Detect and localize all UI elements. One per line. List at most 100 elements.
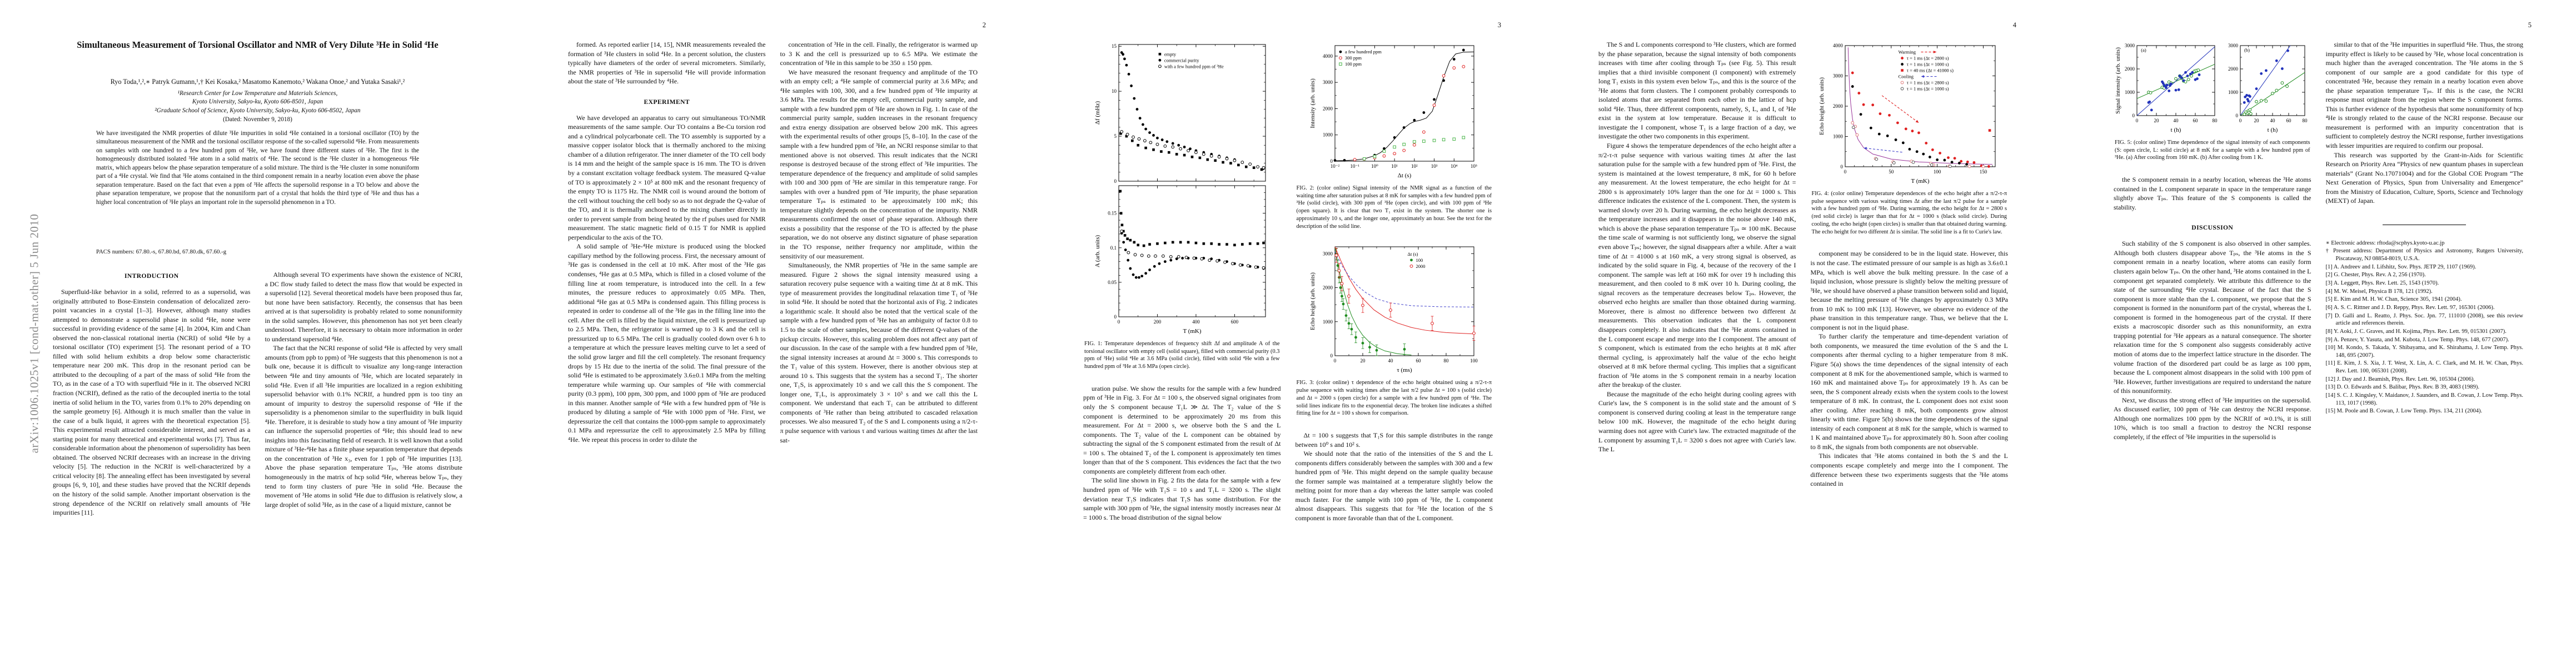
page3-column-left: 0 5 10 15 Δf (mHz) empty commercial purity with… [1083, 40, 1281, 658]
svg-text:1000: 1000 [1323, 319, 1333, 325]
page-3: 3 0 5 10 15 Δf (mHz) empty commercial purity wi… [1030, 0, 1546, 667]
svg-text:100: 100 [1471, 358, 1478, 364]
paragraph: To further clarify the temperature and t… [1810, 332, 2009, 451]
figure-1-bottom-panel: 0 200 400 600 0 0.05 0.1 0.15 T (mK) A (arb. unit… [1093, 185, 1271, 336]
svg-text:150: 150 [1980, 169, 1987, 175]
page3-column-right: 10⁻² 10⁻¹ 10⁰ 10¹ 10² 10³ 10⁴ 10⁵ 0 1000 2000 3000 4… [1296, 40, 1493, 658]
figure-4-caption: FIG. 4: (color online) Temperature depen… [1811, 191, 2007, 235]
svg-text:10²: 10² [1411, 163, 1418, 169]
paragraph: component may be considered to be in the… [1810, 250, 2009, 331]
svg-text:(b): (b) [2244, 47, 2250, 53]
svg-text:0: 0 [1841, 164, 1843, 170]
paragraph: We have measured the resonant frequency … [780, 68, 978, 260]
reference-item: [5] E. Kim and M. H. W. Chan, Science 30… [2325, 296, 2462, 303]
figure-3: 0 20 40 60 80 100 0 1000 2000 3000 τ (ms) Echo heig… [1308, 242, 1479, 375]
page-5: 5 0 20 40 60 80 0 1000 2000 3000 t (h) Signal inte… [2061, 0, 2576, 667]
svg-text:60: 60 [2286, 118, 2292, 123]
svg-text:τ = 40 ms (Δt = 41000 s): τ = 40 ms (Δt = 41000 s) [1907, 68, 1954, 73]
paragraph: We have developed an apparatus to carry … [568, 113, 766, 241]
svg-text:Signal intensity (arb. units): Signal intensity (arb. units) [2115, 47, 2121, 114]
svg-text:60: 60 [2193, 118, 2199, 123]
svg-text:(a): (a) [2141, 47, 2146, 53]
svg-text:300 ppm: 300 ppm [1345, 55, 1362, 61]
svg-text:t (h): t (h) [2171, 127, 2181, 133]
svg-text:0: 0 [2132, 113, 2135, 118]
footnote: ∗ Electronic address: rftoda@scphys.kyot… [2325, 240, 2445, 246]
reference-item: [7] D. Galli and L. Reatto, J. Phys. Soc… [2325, 312, 2524, 327]
svg-text:τ = 1 ms (Δt = 1000 s): τ = 1 ms (Δt = 1000 s) [1907, 62, 1949, 67]
section-heading-discussion: DISCUSSION [2191, 224, 2234, 232]
svg-text:80: 80 [2303, 118, 2308, 123]
svg-text:1000: 1000 [2228, 89, 2239, 95]
dated-line: (Dated: November 9, 2018) [223, 116, 292, 123]
page1-column-left: INTRODUCTION Superfluid-like behavior in… [53, 270, 251, 663]
reference-item: [4] M. W. Meisel, Physica B 178, 121 (19… [2325, 288, 2433, 295]
paragraph: concentration of ³He in the cell. Finall… [780, 41, 978, 67]
svg-text:1000: 1000 [1833, 134, 1843, 140]
figure-2: 10⁻² 10⁻¹ 10⁰ 10¹ 10² 10³ 10⁴ 10⁵ 0 1000 2000 3000 4… [1308, 41, 1479, 180]
affiliations: ¹Research Center for Low Temperature and… [53, 89, 462, 115]
paragraph: This indicates that ³He atoms contained … [1810, 452, 2009, 488]
svg-text:Δf (mHz): Δf (mHz) [1094, 101, 1101, 125]
svg-text:100: 100 [1416, 257, 1423, 263]
footnotes: ∗ Electronic address: rftoda@scphys.kyot… [2326, 240, 2524, 263]
svg-text:4000: 4000 [1323, 53, 1333, 59]
svg-text:0: 0 [1331, 158, 1333, 164]
svg-text:τ (ms): τ (ms) [1397, 367, 1413, 374]
section-heading-experiment: EXPERIMENT [644, 98, 690, 106]
svg-text:4000: 4000 [1833, 43, 1843, 48]
affiliation-1-line1: ¹Research Center for Low Temperature and… [177, 90, 338, 97]
reference-item: [6] A. S. C. Rittner and J. D. Reppy, Ph… [2325, 304, 2495, 311]
svg-text:600: 600 [1230, 319, 1238, 325]
figure-4-plot: 0 50 100 150 0 1000 2000 3000 4000 T (mK) Echo hei… [1817, 41, 2001, 186]
svg-text:0: 0 [2236, 113, 2239, 118]
svg-text:Warming: Warming [1899, 49, 1916, 55]
paragraph: Superfluid-like behavior in a solid, ref… [53, 288, 251, 517]
pacs-numbers: PACS numbers: 67.80.-s, 67.80.bd, 67.80.… [96, 248, 227, 255]
svg-text:Δt (s): Δt (s) [1398, 172, 1412, 179]
svg-text:0: 0 [1118, 319, 1120, 325]
svg-text:0: 0 [1844, 169, 1847, 175]
svg-text:100: 100 [1934, 169, 1941, 175]
reference-item: [10] M. Kondo, S. Takada, Y. Shibayama, … [2325, 345, 2524, 359]
svg-text:40: 40 [2174, 118, 2179, 123]
svg-text:2000: 2000 [1416, 263, 1426, 269]
page-1: arXiv:1006.1025v1 [cond-mat.other] 5 Jun… [0, 0, 515, 667]
svg-text:A (arb. units): A (arb. units) [1094, 235, 1101, 267]
svg-text:T (mK): T (mK) [1911, 178, 1930, 185]
paragraph: This research was supported by the Grant… [2325, 151, 2524, 205]
svg-text:3000: 3000 [1323, 251, 1333, 257]
page4-column-right: 0 50 100 150 0 1000 2000 3000 4000 T (mK) Echo hei… [1811, 40, 2009, 658]
paper-title: Simultaneous Measurement of Torsional Os… [77, 39, 439, 50]
svg-text:0: 0 [2239, 118, 2242, 123]
section-heading-introduction: INTRODUCTION [124, 272, 179, 280]
arxiv-stamp: arXiv:1006.1025v1 [cond-mat.other] 5 Jun… [27, 213, 41, 454]
author-list: Ryo Toda,¹,²,∗ Patryk Gumann,¹,† Kei Kos… [110, 78, 405, 86]
svg-text:10: 10 [1112, 88, 1117, 94]
svg-text:20: 20 [2154, 118, 2160, 123]
svg-text:80: 80 [1444, 358, 1449, 364]
svg-text:5: 5 [1114, 133, 1117, 139]
svg-text:Δt (s): Δt (s) [1408, 251, 1418, 257]
page-number: 5 [2528, 21, 2532, 29]
paragraph: The fact that the NCRI response of solid… [265, 344, 463, 509]
figure-4: 0 50 100 150 0 1000 2000 3000 4000 T (mK) Echo hei… [1817, 41, 2001, 186]
paragraph: Such stability of the S component is als… [2114, 240, 2311, 395]
page5-column-right: similar to that of the ³He impurities in… [2326, 40, 2524, 658]
svg-text:3000: 3000 [1833, 73, 1843, 79]
svg-text:10⁰: 10⁰ [1371, 163, 1378, 169]
svg-text:40: 40 [1388, 358, 1394, 364]
page2-column-right: concentration of ³He in the cell. Finall… [780, 40, 978, 658]
figure-1-top-panel: 0 5 10 15 Δf (mHz) empty commercial purity with… [1093, 41, 1271, 185]
figure-3-plot: 0 20 40 60 80 100 0 1000 2000 3000 τ (ms) Echo heig… [1308, 242, 1479, 375]
svg-text:20: 20 [2254, 118, 2260, 123]
svg-text:2000: 2000 [1833, 103, 1843, 109]
page2-column-left: formed. As reported earlier [14, 15], NM… [568, 40, 766, 658]
svg-text:40: 40 [2270, 118, 2276, 123]
svg-text:2000: 2000 [2228, 66, 2239, 72]
reference-item: [1] A. Andreev and I. Lifshitz, Sov. Phy… [2325, 263, 2477, 270]
reference-item: [11] E. Kim, J. S. Xia, J. T. West, X. L… [2325, 360, 2524, 375]
reference-item: [3] A. Leggett, Phys. Rev. Lett. 25, 154… [2325, 280, 2439, 287]
svg-text:2000: 2000 [1323, 106, 1333, 111]
figure-1-caption: FIG. 1: Temperature dependences of frequ… [1084, 341, 1280, 370]
